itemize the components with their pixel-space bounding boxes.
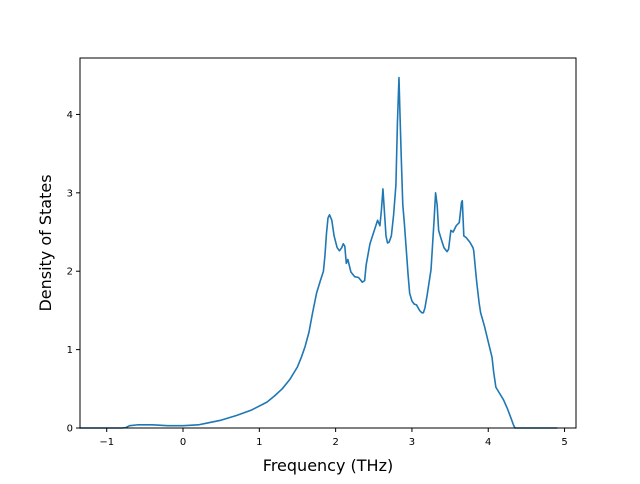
series-line-0 bbox=[79, 76, 558, 429]
plot-frame bbox=[79, 57, 577, 429]
y-tick-label: 4 bbox=[67, 110, 73, 121]
y-tick-label: 3 bbox=[67, 188, 73, 199]
x-axis-ticks: −1 0 1 2 3 4 5 bbox=[99, 428, 568, 448]
x-tick-label: 5 bbox=[561, 437, 567, 448]
x-tick-label: 0 bbox=[180, 437, 186, 448]
x-axis-title: Frequency (THz) bbox=[263, 456, 393, 475]
y-tick-label: 1 bbox=[67, 345, 73, 356]
x-tick-label: 2 bbox=[332, 437, 338, 448]
series-layer bbox=[79, 76, 558, 429]
y-axis-ticks: 0 1 2 3 4 bbox=[67, 110, 80, 435]
y-tick-label: 2 bbox=[67, 267, 73, 278]
x-tick-label: −1 bbox=[99, 437, 114, 448]
y-tick-label: 0 bbox=[67, 424, 73, 435]
plot-area bbox=[80, 58, 576, 428]
x-tick-label: 3 bbox=[409, 437, 415, 448]
x-tick-label: 1 bbox=[256, 437, 262, 448]
x-tick-label: 4 bbox=[485, 437, 491, 448]
y-axis-title: Density of States bbox=[36, 174, 55, 311]
